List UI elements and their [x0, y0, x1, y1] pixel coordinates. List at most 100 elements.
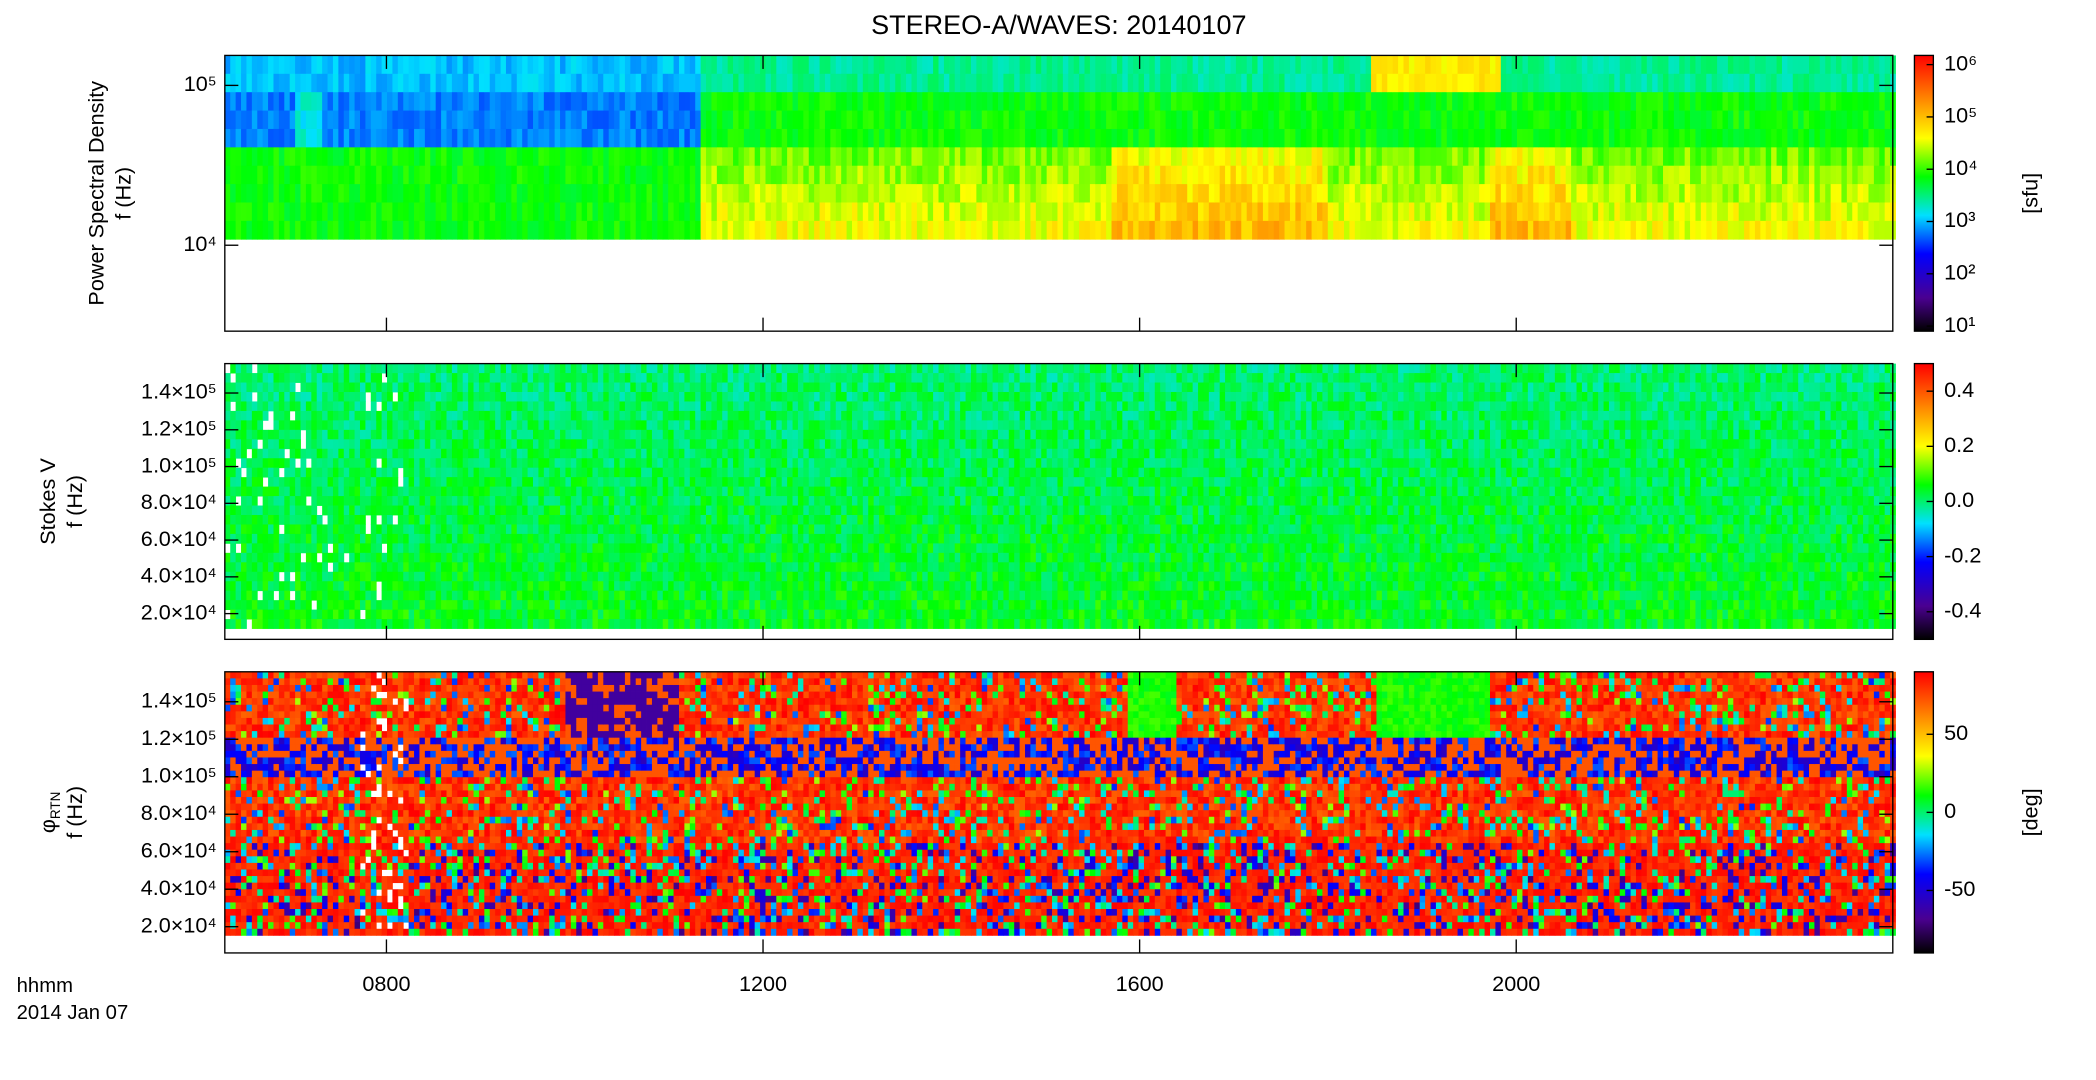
spectrogram-cell: [505, 486, 512, 497]
spectrogram-cell: [576, 590, 583, 601]
spectrogram-cell: [543, 202, 550, 222]
spectrogram-cell: [381, 458, 388, 469]
spectrogram-cell: [1025, 165, 1031, 185]
spectrogram-cell: [495, 600, 501, 611]
spectrogram-cell: [284, 600, 291, 611]
spectrogram-cell: [1533, 128, 1540, 148]
spectrogram-cell: [300, 581, 307, 592]
spectrogram-cell: [1738, 147, 1745, 167]
spectrogram-cell: [381, 486, 388, 497]
spectrogram-cell: [1230, 73, 1237, 93]
spectrogram-cell: [478, 514, 485, 525]
spectrogram-cell: [484, 486, 491, 497]
spectrogram-cell: [922, 202, 929, 222]
spectrogram-cell: [1809, 220, 1815, 240]
spectrogram-cell: [1046, 184, 1053, 203]
spectrogram-cell: [1879, 202, 1886, 222]
spectrogram-cell: [554, 110, 561, 130]
spectrogram-cell: [435, 391, 442, 402]
spectrogram-cell: [505, 420, 512, 431]
spectrogram-cell: [354, 467, 361, 478]
spectrogram-cell: [332, 496, 339, 506]
spectrogram-cell: [597, 619, 604, 629]
spectrogram-cell: [511, 477, 518, 488]
spectrogram-cell: [797, 220, 804, 240]
spectrogram-cell: [1111, 202, 1118, 222]
spectrogram-cell: [370, 439, 377, 450]
spectrogram-cell: [614, 202, 620, 222]
spectrogram-cell: [581, 496, 588, 506]
spectrogram-cell: [522, 202, 529, 222]
spectrogram-cell: [446, 55, 453, 75]
spectrogram-cell: [619, 55, 626, 75]
spectrogram-cell: [484, 581, 491, 592]
spectrogram-cell: [1873, 128, 1880, 148]
spectrogram-cell: [895, 147, 902, 167]
spectrogram-cell: [587, 514, 593, 525]
spectrogram-cell: [1841, 110, 1848, 130]
spectrogram-cell: [1435, 92, 1442, 111]
spectrogram-cell: [554, 562, 561, 573]
spectrogram-cell: [381, 448, 388, 459]
spectrogram-cell: [441, 543, 447, 554]
spectrogram-cell: [570, 410, 577, 421]
spectrogram-cell: [473, 533, 480, 544]
spectrogram-cell: [457, 202, 464, 222]
spectrogram-cell: [560, 514, 566, 525]
spectrogram-cell: [533, 439, 539, 450]
spectrogram-cell: [495, 477, 501, 488]
spectrogram-cell: [1657, 202, 1664, 222]
spectrogram-cell: [916, 220, 923, 240]
spectrogram-cell: [743, 92, 750, 111]
spectrogram-cell: [635, 202, 642, 222]
spectrogram-cell: [560, 486, 566, 497]
spectrogram-cell: [1408, 184, 1415, 203]
spectrogram-cell: [689, 165, 696, 185]
spectrogram-cell: [581, 486, 588, 497]
spectrogram-cell: [435, 73, 442, 93]
spectrogram-cell: [516, 373, 523, 383]
spectrogram-cell: [1057, 147, 1064, 167]
spectrogram-cell: [359, 590, 366, 601]
spectrogram-cell: [495, 73, 501, 93]
spectrogram-cell: [700, 165, 707, 185]
spectrogram-cell: [278, 220, 285, 240]
spectrogram-cell: [273, 467, 280, 478]
spectrogram-cell: [1846, 184, 1853, 203]
spectrogram-cell: [251, 619, 258, 629]
spectrogram-cell: [1581, 73, 1588, 93]
spectrogram-cell: [1500, 220, 1507, 240]
spectrogram-cell: [673, 184, 680, 203]
spectrogram-cell: [478, 496, 485, 506]
spectrogram-cell: [922, 128, 929, 148]
spectrogram-cell: [646, 220, 653, 240]
spectrogram-cell: [424, 420, 431, 431]
spectrogram-cell: [900, 128, 907, 148]
spectrogram-cell: [1171, 128, 1177, 148]
spectrogram-cell: [987, 55, 993, 75]
spectrogram-cell: [668, 220, 674, 240]
spectrogram-cell: [295, 401, 301, 412]
spectrogram-cell: [587, 477, 593, 488]
spectrogram-cell: [403, 147, 410, 167]
spectrogram-cell: [1046, 128, 1053, 148]
spectrogram-cell: [1863, 220, 1869, 240]
spectrogram-cell: [311, 128, 318, 148]
spectrogram-cell: [1863, 73, 1869, 93]
spectrogram-cell: [803, 110, 810, 130]
spectrogram-cell: [603, 165, 610, 185]
spectrogram-cell: [1733, 220, 1740, 240]
spectrogram-cell: [565, 184, 572, 203]
spectrogram-cell: [927, 128, 934, 148]
spectrogram-cell: [1252, 165, 1258, 185]
spectrogram-cell: [538, 165, 545, 185]
spectrogram-cell: [424, 458, 431, 469]
spectrogram-cell: [316, 202, 323, 222]
spectrogram-cell: [1376, 55, 1383, 75]
spectrogram-cell: [1522, 55, 1529, 75]
spectrogram-cell: [376, 363, 383, 374]
spectrogram-cell: [689, 202, 696, 222]
spectrogram-cell: [895, 92, 902, 111]
spectrogram-cell: [376, 619, 383, 629]
spectrogram-cell: [1360, 73, 1367, 93]
